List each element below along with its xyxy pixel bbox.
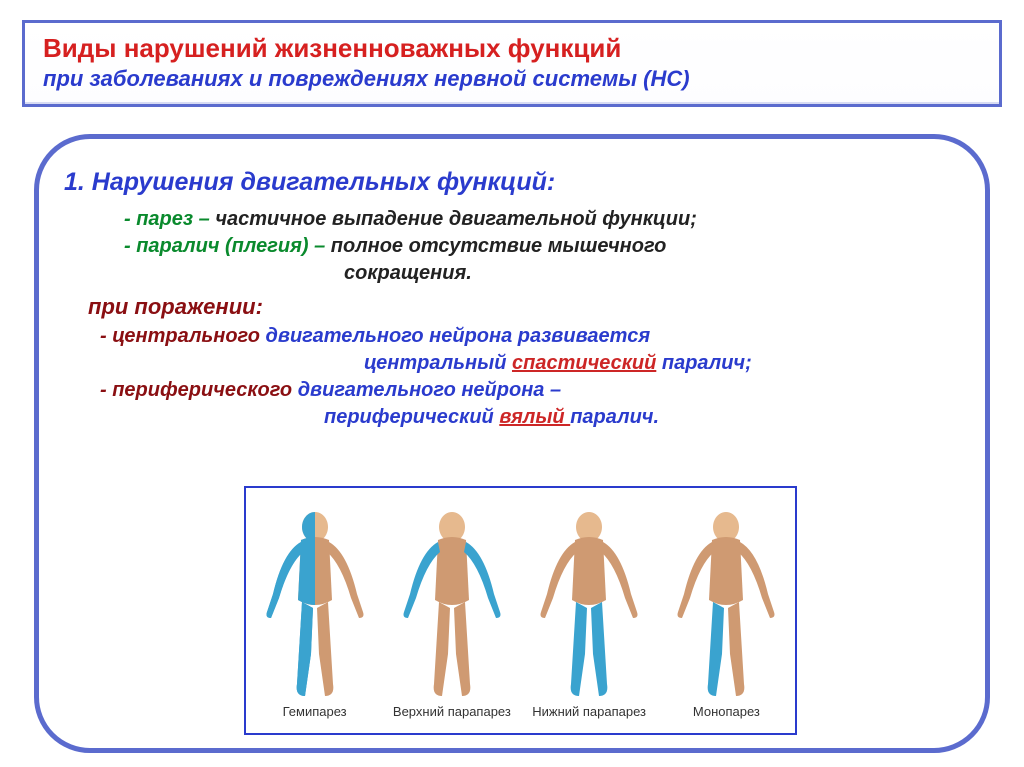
title-box: Виды нарушений жизненноважных функций пр…: [22, 20, 1002, 107]
bullet-plegia: - паралич (плегия) – полное отсутствие м…: [124, 234, 960, 259]
line-central-1: - центрального двигательного нейрона раз…: [100, 324, 960, 349]
human-monoparesis: [666, 504, 786, 704]
title-line-1: Виды нарушений жизненноважных функций: [43, 33, 981, 64]
slide: Виды нарушений жизненноважных функций пр…: [0, 0, 1024, 767]
line-periph-2: периферический вялый паралич.: [324, 405, 960, 430]
label-lower-paraparesis: Нижний парапарез: [521, 704, 658, 719]
bullet-plegia-cont: сокращения.: [344, 261, 960, 286]
human-hemiparesis: [255, 504, 375, 704]
section-heading: 1. Нарушения двигательных функций:: [64, 168, 960, 197]
line-central-2: центральный спастический паралич;: [364, 351, 960, 376]
figure-row: [246, 488, 795, 704]
label-monoparesis: Монопарез: [658, 704, 795, 719]
paresis-figure: Гемипарез Верхний парапарез Нижний парап…: [244, 486, 797, 735]
label-hemiparesis: Гемипарез: [246, 704, 383, 719]
bullet-paresis: - парез – частичное выпадение двигательн…: [124, 207, 960, 232]
label-upper-paraparesis: Верхний парапарез: [383, 704, 520, 719]
content: 1. Нарушения двигательных функций: - пар…: [64, 168, 960, 432]
when-heading: при поражении:: [88, 294, 960, 320]
human-upper-paraparesis: [392, 504, 512, 704]
human-lower-paraparesis: [529, 504, 649, 704]
title-line-2: при заболеваниях и повреждениях нервной …: [43, 66, 981, 92]
line-periph-1: - периферического двигательного нейрона …: [100, 378, 960, 403]
figure-labels: Гемипарез Верхний парапарез Нижний парап…: [246, 704, 795, 719]
